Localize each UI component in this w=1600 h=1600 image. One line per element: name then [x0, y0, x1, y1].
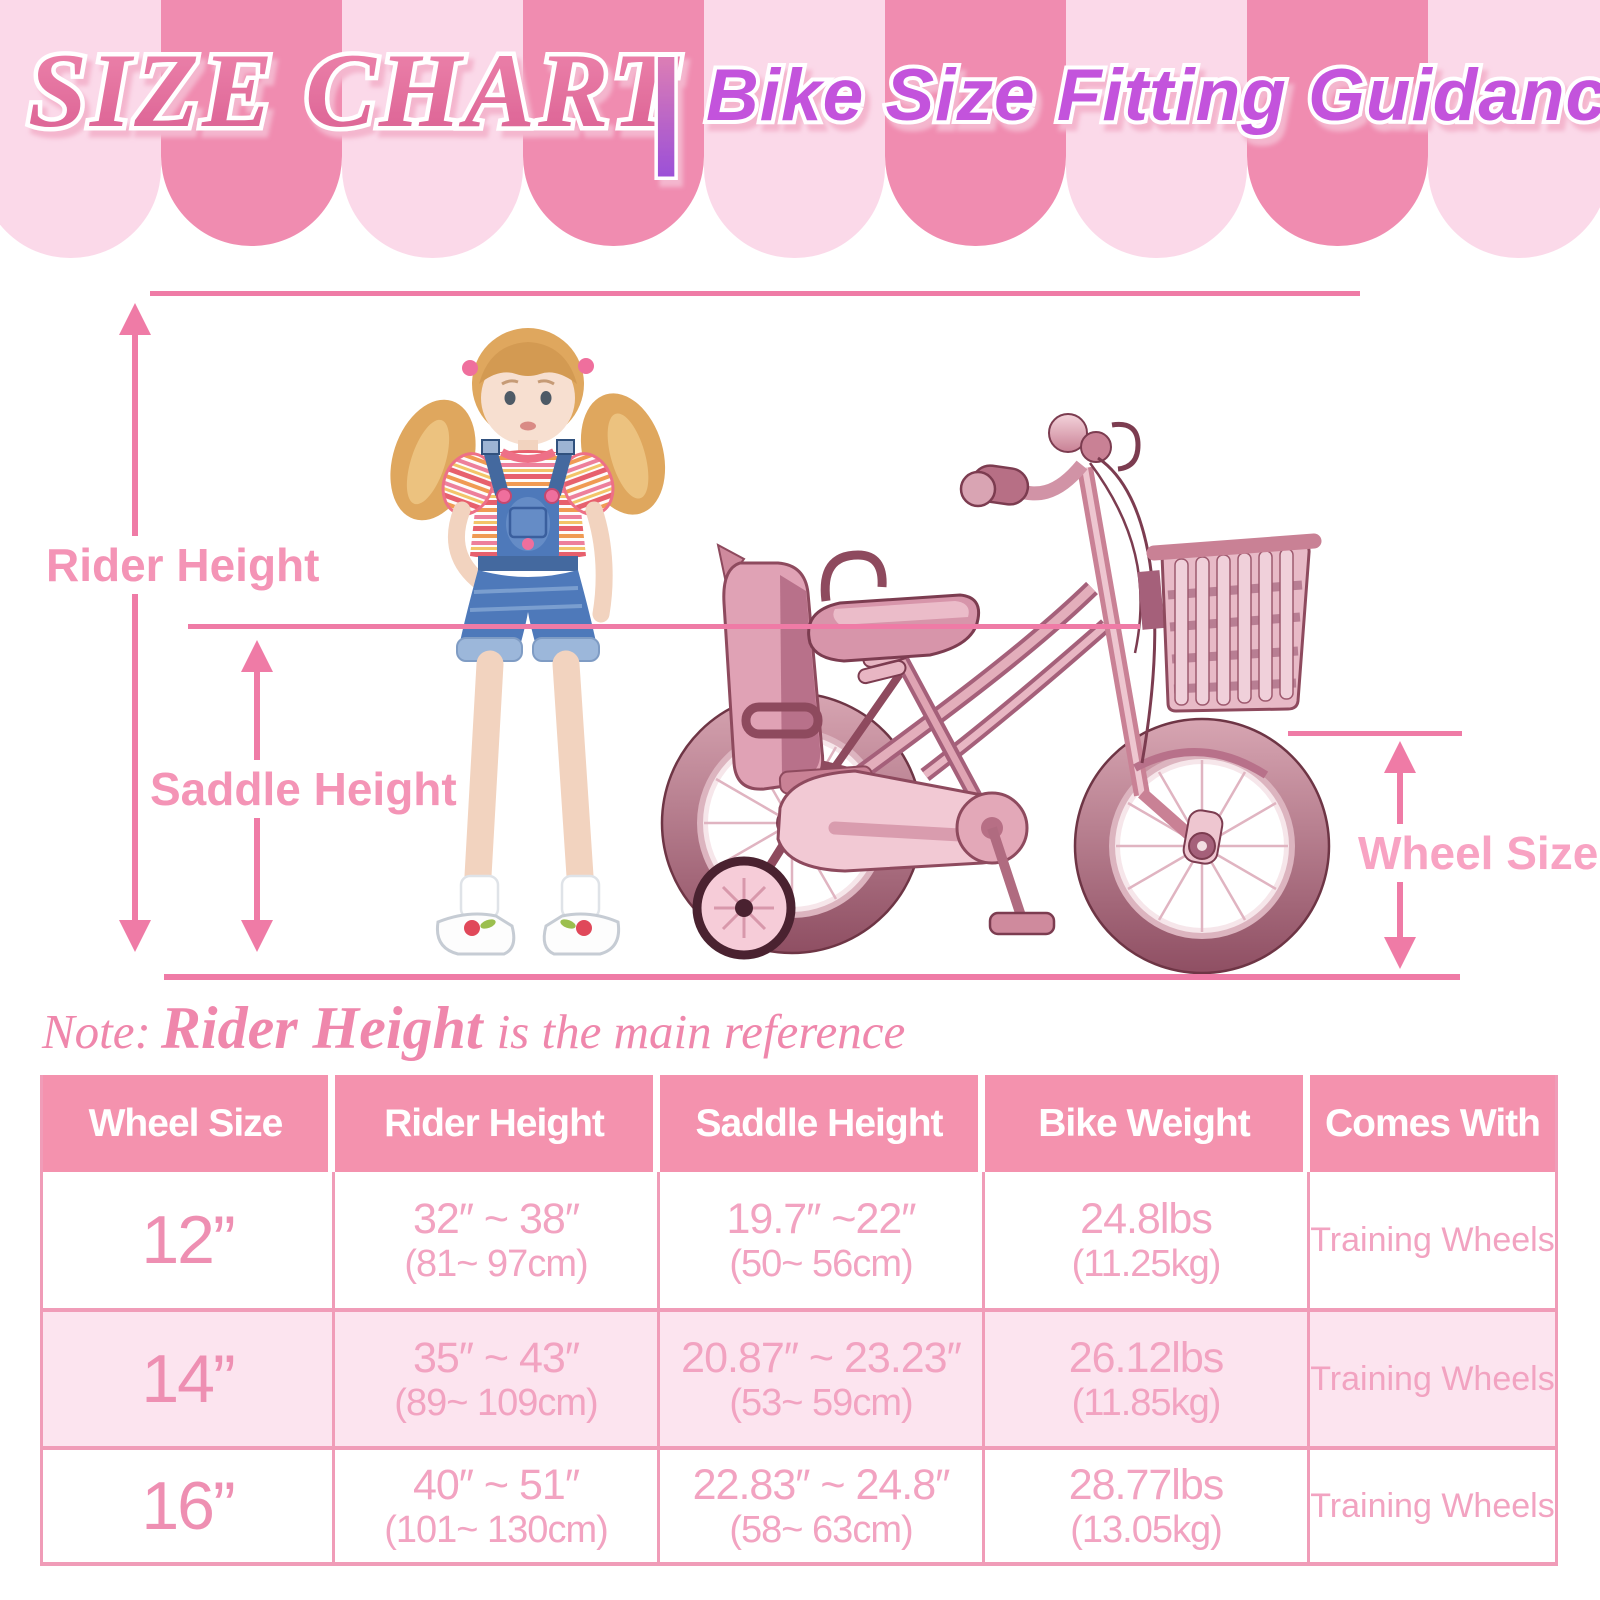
cell-bike-weight: 26.12lbs (11.85kg)	[985, 1312, 1310, 1450]
cell-wheel-size: 16”	[43, 1450, 335, 1566]
page-title: SIZE CHART	[28, 32, 681, 149]
awning-stripe	[1428, 0, 1600, 258]
cell-wheel-size: 12”	[43, 1172, 335, 1312]
cell-comes-with: Training Wheels	[1310, 1172, 1555, 1312]
cell-rider-height: 32″ ~ 38″ (81~ 97cm)	[335, 1172, 660, 1312]
handlebar	[959, 413, 1157, 764]
cell-saddle-height: 20.87″ ~ 23.23″ (53~ 59cm)	[660, 1312, 985, 1450]
crank-arm	[987, 826, 1027, 921]
awning-stripe	[885, 0, 1066, 246]
note-highlight: Rider Height	[160, 995, 483, 1061]
brake-lever	[1111, 421, 1141, 472]
awning-stripe	[523, 0, 704, 246]
rider-height-top-line	[150, 291, 1360, 296]
cell-rider-height: 40″ ~ 51″ (101~ 130cm)	[335, 1450, 660, 1566]
awning-stripe	[161, 0, 342, 246]
title-banner: SIZE CHART | Bike Size Fitting Guidance	[24, 28, 1600, 182]
cell-comes-with: Training Wheels	[1310, 1312, 1555, 1450]
saddle-height-label: Saddle Height	[140, 760, 467, 818]
awning-stripe	[1247, 0, 1428, 246]
note-prefix: Note:	[42, 1004, 151, 1059]
note-line: Note: Rider Height is the main reference	[42, 994, 905, 1063]
cell-bike-weight: 28.77lbs (13.05kg)	[985, 1450, 1310, 1566]
cell-wheel-size: 14”	[43, 1312, 335, 1450]
saddle-handle-loop	[820, 550, 887, 602]
brake-cable	[1097, 456, 1157, 764]
rider-height-label: Rider Height	[36, 536, 330, 594]
awning-stripe	[1066, 0, 1247, 258]
col-header-rider-height: Rider Height	[335, 1075, 660, 1172]
cell-saddle-height: 19.7″ ~22″ (50~ 56cm)	[660, 1172, 985, 1312]
col-header-saddle-height: Saddle Height	[660, 1075, 985, 1172]
saddle-height-line	[188, 624, 1140, 629]
cell-saddle-height: 22.83″ ~ 24.8″ (58~ 63cm)	[660, 1450, 985, 1566]
wheel-top-tick-line	[1288, 731, 1462, 736]
awning-stripe	[342, 0, 523, 258]
col-header-comes-with: Comes With	[1310, 1075, 1555, 1172]
cell-comes-with: Training Wheels	[1310, 1450, 1555, 1566]
cell-bike-weight: 24.8lbs (11.25kg)	[985, 1172, 1310, 1312]
note-rest: is the main reference	[496, 1004, 906, 1059]
col-header-wheel-size: Wheel Size	[43, 1075, 335, 1172]
pedal	[988, 911, 1056, 936]
wheel-size-label: Wheel Size	[1348, 824, 1600, 882]
size-table: Wheel Size Rider Height Saddle Height Bi…	[40, 1075, 1558, 1566]
front-basket	[1137, 533, 1322, 713]
title-divider: |	[646, 35, 682, 178]
cell-rider-height: 35″ ~ 43″ (89~ 109cm)	[335, 1312, 660, 1450]
awning-stripe	[704, 0, 885, 258]
awning-decoration	[0, 0, 1600, 270]
col-header-bike-weight: Bike Weight	[985, 1075, 1310, 1172]
awning-stripe	[0, 0, 161, 258]
ground-line	[164, 974, 1460, 980]
bike-illustration	[660, 413, 1331, 975]
page-subtitle: Bike Size Fitting Guidance	[706, 55, 1600, 136]
